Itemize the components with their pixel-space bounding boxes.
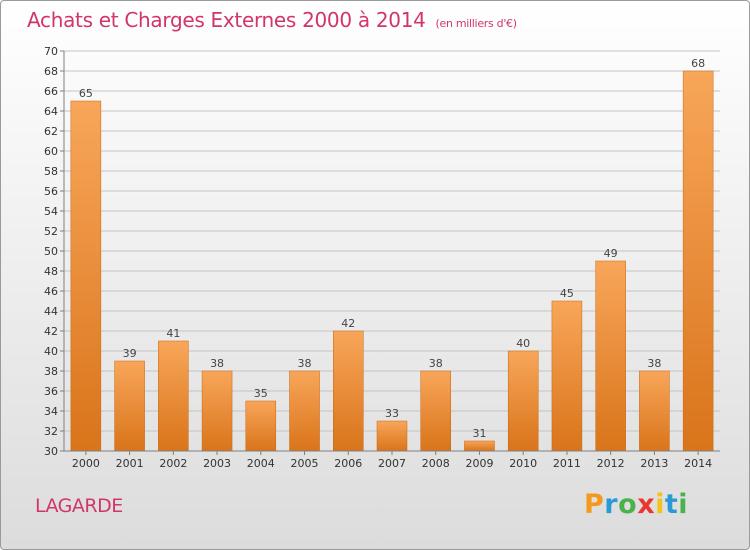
bar xyxy=(464,440,495,452)
y-tick-label: 62 xyxy=(44,125,58,138)
title-text: Achats et Charges Externes 2000 à 2014 xyxy=(27,8,426,32)
x-tick-label: 2013 xyxy=(640,457,668,470)
x-tick-label: 2003 xyxy=(203,457,231,470)
bar xyxy=(420,370,451,452)
x-tick-label: 2006 xyxy=(334,457,362,470)
data-label: 65 xyxy=(79,87,93,100)
x-tick-label: 2001 xyxy=(116,457,144,470)
x-tick-label: 2005 xyxy=(291,457,319,470)
data-label: 39 xyxy=(123,347,137,360)
x-tick-label: 2014 xyxy=(684,457,712,470)
bar xyxy=(114,360,145,452)
bar xyxy=(158,340,189,452)
location-label: LAGARDE xyxy=(35,495,123,517)
bar xyxy=(682,70,714,452)
y-tick-label: 52 xyxy=(44,225,58,238)
data-label: 41 xyxy=(166,327,180,340)
y-tick-label: 38 xyxy=(44,365,58,378)
bar xyxy=(376,420,408,452)
y-tick-label: 66 xyxy=(44,85,58,98)
chart-title: Achats et Charges Externes 2000 à 2014 (e… xyxy=(27,8,517,32)
bar xyxy=(507,350,539,452)
x-tick-label: 2009 xyxy=(465,457,493,470)
bar xyxy=(595,260,626,452)
y-tick-label: 54 xyxy=(44,205,58,218)
x-tick-label: 2008 xyxy=(422,457,450,470)
data-label: 35 xyxy=(254,387,268,400)
logo-letter: o xyxy=(618,489,638,520)
data-label: 38 xyxy=(647,357,661,370)
y-tick-label: 30 xyxy=(44,445,58,458)
data-label: 31 xyxy=(472,427,486,440)
data-label: 38 xyxy=(429,357,443,370)
y-tick-label: 60 xyxy=(44,145,58,158)
x-tick-label: 2000 xyxy=(72,457,100,470)
bar xyxy=(70,100,102,452)
y-tick-label: 68 xyxy=(44,65,58,78)
y-tick-label: 42 xyxy=(44,325,58,338)
logo-letter: t xyxy=(664,489,679,520)
logo-letter: i xyxy=(678,489,689,520)
x-tick-label: 2004 xyxy=(247,457,275,470)
y-tick-label: 50 xyxy=(44,245,58,258)
data-label: 38 xyxy=(298,357,312,370)
x-tick-label: 2012 xyxy=(597,457,625,470)
data-label: 42 xyxy=(341,317,355,330)
y-tick-label: 70 xyxy=(44,45,58,58)
y-tick-label: 36 xyxy=(44,385,58,398)
y-tick-label: 56 xyxy=(44,185,58,198)
data-label: 49 xyxy=(604,247,618,260)
unit-label: (en milliers d'€) xyxy=(435,17,517,30)
logo-letter: x xyxy=(637,489,656,520)
y-tick-label: 64 xyxy=(44,105,58,118)
data-label: 68 xyxy=(691,57,705,70)
data-label: 33 xyxy=(385,407,399,420)
y-tick-label: 48 xyxy=(44,265,58,278)
data-label: 38 xyxy=(210,357,224,370)
x-tick-label: 2007 xyxy=(378,457,406,470)
bar xyxy=(639,370,670,452)
bar xyxy=(333,330,364,452)
x-tick-label: 2011 xyxy=(553,457,581,470)
logo-letter: r xyxy=(604,489,619,520)
logo-letter: i xyxy=(655,489,665,520)
y-tick-label: 40 xyxy=(44,345,58,358)
bar xyxy=(551,300,583,452)
bar xyxy=(289,370,320,452)
y-tick-label: 34 xyxy=(44,405,58,418)
x-tick-label: 2002 xyxy=(159,457,187,470)
y-tick-label: 46 xyxy=(44,285,58,298)
y-tick-label: 32 xyxy=(44,425,58,438)
data-label: 45 xyxy=(560,287,574,300)
y-tick-label: 58 xyxy=(44,165,58,178)
data-label: 40 xyxy=(516,337,530,350)
logo-letter: P xyxy=(584,489,605,520)
y-tick-label: 44 xyxy=(44,305,58,318)
bar xyxy=(245,400,277,452)
bar xyxy=(201,370,233,452)
x-tick-label: 2010 xyxy=(509,457,537,470)
proxiti-logo: Proxiti xyxy=(584,489,688,520)
